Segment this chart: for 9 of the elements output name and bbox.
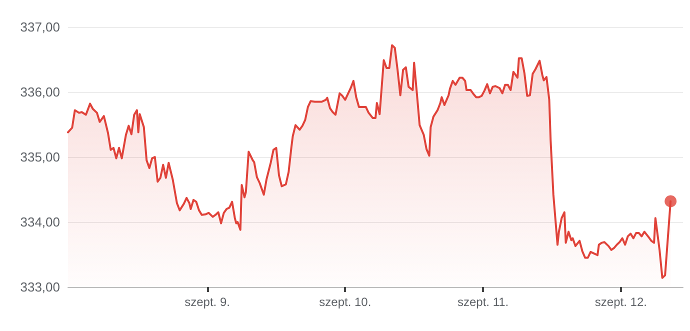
x-tick-label: szept. 12. [594,295,647,309]
x-tick-label: szept. 9. [184,295,230,309]
y-tick-label: 333,00 [20,280,60,294]
y-tick-label: 337,00 [20,20,60,34]
x-tick-label: szept. 11. [457,295,509,309]
y-tick-label: 336,00 [20,84,60,100]
x-tick-label: szept. 10. [319,295,372,309]
y-tick-label: 334,00 [20,214,60,230]
y-tick-label: 335,00 [20,150,60,164]
